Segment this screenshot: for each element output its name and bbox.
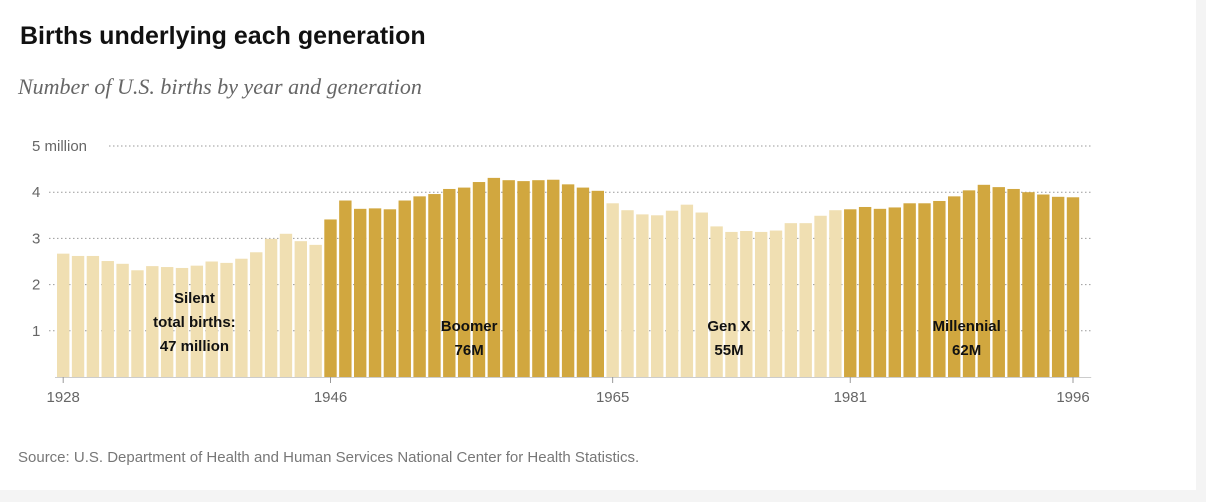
generation-label: Boomer xyxy=(441,318,498,335)
bars xyxy=(57,177,1080,377)
chart-card: Births underlying each generation Number… xyxy=(0,0,1196,490)
y-tick-label: 3 xyxy=(32,230,40,247)
bar-1952 xyxy=(413,196,426,377)
bar-1939 xyxy=(220,262,233,377)
bar-1980 xyxy=(829,210,842,377)
bar-1950 xyxy=(383,209,397,377)
bar-1981 xyxy=(844,209,857,377)
generation-label: 62M xyxy=(952,342,981,359)
bar-1966 xyxy=(621,210,634,377)
bar-1995 xyxy=(1051,196,1065,377)
generation-label: Silent xyxy=(174,290,215,307)
bar-1931 xyxy=(101,261,114,377)
bar-1974 xyxy=(740,231,753,377)
bar-1940 xyxy=(235,258,248,377)
bar-1943 xyxy=(279,233,293,377)
bar-1942 xyxy=(264,238,278,377)
y-tick-label: 2 xyxy=(32,277,40,294)
bar-1956 xyxy=(472,182,486,377)
x-tick-labels: 1928 1946 1965 1981 1996 xyxy=(47,377,1090,406)
bar-1964 xyxy=(591,190,604,377)
bar-1948 xyxy=(354,208,367,377)
generation-label: Millennial xyxy=(932,318,1000,335)
bar-1959 xyxy=(517,181,530,377)
y-tick-labels: 5 million 4 3 2 1 xyxy=(32,138,87,340)
source-note: Source: U.S. Department of Health and Hu… xyxy=(18,449,640,466)
bar-1973 xyxy=(725,231,738,377)
bar-1969 xyxy=(665,210,679,377)
bar-1986 xyxy=(918,203,931,377)
bar-1935 xyxy=(160,267,174,377)
bar-1928 xyxy=(57,253,70,377)
bar-1987 xyxy=(933,200,946,377)
bar-1967 xyxy=(636,214,649,377)
bar-1946 xyxy=(324,219,337,377)
bar-1938 xyxy=(205,261,218,377)
bar-1976 xyxy=(769,230,783,377)
bar-1957 xyxy=(487,177,501,377)
bar-1947 xyxy=(339,200,352,377)
chart-subtitle: Number of U.S. births by year and genera… xyxy=(18,74,422,99)
generation-label: 55M xyxy=(714,342,743,359)
y-tick-label: 1 xyxy=(32,323,40,340)
bar-1962 xyxy=(561,184,575,377)
bar-1977 xyxy=(784,223,798,377)
bar-1951 xyxy=(398,200,411,377)
bar-1949 xyxy=(368,208,382,377)
bar-1963 xyxy=(576,187,590,377)
generation-label: Gen X xyxy=(707,318,750,335)
bar-1936 xyxy=(175,267,189,377)
bar-1930 xyxy=(86,255,100,377)
bar-1982 xyxy=(858,206,872,377)
y-tick-label: 4 xyxy=(32,184,40,201)
bar-1989 xyxy=(962,190,976,377)
bar-1985 xyxy=(903,203,916,377)
generation-label: 47 million xyxy=(160,338,229,355)
bar-1979 xyxy=(814,215,827,377)
generation-label: 76M xyxy=(455,342,484,359)
bar-1978 xyxy=(799,223,812,377)
bar-1988 xyxy=(948,196,961,377)
bar-1929 xyxy=(71,255,85,377)
births-bar-chart: 5 million 4 3 2 1 1928 1946 1965 1981 1996 Silen… xyxy=(32,138,1092,406)
bar-1983 xyxy=(873,208,887,377)
bar-1954 xyxy=(443,188,456,377)
bar-1941 xyxy=(250,252,263,377)
x-tick-label: 1946 xyxy=(314,389,347,406)
bar-1970 xyxy=(680,204,694,377)
bar-1975 xyxy=(754,231,768,377)
bar-1991 xyxy=(992,187,1005,377)
bar-1972 xyxy=(710,226,723,377)
bar-1944 xyxy=(294,241,307,377)
x-tick-label: 1928 xyxy=(47,389,80,406)
bar-1993 xyxy=(1022,192,1035,377)
bar-1955 xyxy=(457,187,471,377)
x-tick-label: 1981 xyxy=(834,389,867,406)
bar-1937 xyxy=(190,265,204,377)
bar-1992 xyxy=(1007,188,1020,377)
bar-1958 xyxy=(502,180,515,377)
bar-1996 xyxy=(1066,197,1080,377)
bar-1953 xyxy=(428,194,441,377)
bar-1933 xyxy=(131,270,144,377)
chart-title: Births underlying each generation xyxy=(20,22,426,50)
x-tick-label: 1965 xyxy=(596,389,629,406)
bar-1994 xyxy=(1037,194,1050,377)
y-tick-label: 5 million xyxy=(32,138,87,155)
bar-1990 xyxy=(977,184,991,377)
bar-1960 xyxy=(532,180,545,377)
bar-1984 xyxy=(888,207,901,377)
generation-label: total births: xyxy=(153,314,236,331)
bar-1934 xyxy=(146,266,159,377)
generation-labels: Silent total births: 47 million Boomer 76M Ge… xyxy=(153,290,1001,359)
bar-1945 xyxy=(309,244,322,377)
bar-1965 xyxy=(606,203,619,377)
x-tick-label: 1996 xyxy=(1056,389,1089,406)
bar-1968 xyxy=(651,215,664,377)
bar-1932 xyxy=(116,263,129,377)
bar-1971 xyxy=(695,212,708,377)
bar-1961 xyxy=(547,179,560,377)
